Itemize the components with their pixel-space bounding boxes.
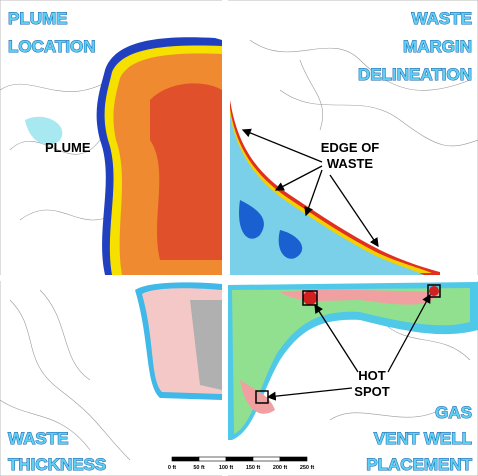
scale-segment xyxy=(171,456,200,462)
map-label: SPOT xyxy=(354,384,389,399)
panel-title: THICKNESS xyxy=(8,455,106,474)
panel-title: WASTE xyxy=(8,429,68,448)
panel-title: VENT WELL xyxy=(374,429,472,448)
map-label: HOT xyxy=(358,368,386,383)
scale-label: 50 ft xyxy=(193,465,204,471)
thickness-area xyxy=(135,282,222,400)
scale-label: 100 ft xyxy=(219,465,234,471)
plume-area xyxy=(25,37,222,275)
map-label: WASTE xyxy=(327,156,374,171)
scale-label: 200 ft xyxy=(273,465,288,471)
divider xyxy=(222,0,228,476)
scale-label: 150 ft xyxy=(246,465,261,471)
arrows xyxy=(241,128,431,401)
panel-title: WASTE xyxy=(412,9,472,28)
scale-label: 250 ft xyxy=(300,465,315,471)
scale-segment xyxy=(225,456,254,462)
panel-title: PLUME xyxy=(8,9,68,28)
scale-segment xyxy=(279,456,308,462)
divider xyxy=(0,275,478,281)
scale-segment xyxy=(198,456,227,462)
scale-segment xyxy=(252,456,281,462)
map-label: PLUME xyxy=(45,140,91,155)
panel-title: PLACEMENT xyxy=(366,455,472,474)
waste-area xyxy=(230,100,440,275)
scale-label: 0 ft xyxy=(168,465,176,471)
panel-title: DELINEATION xyxy=(358,65,472,84)
panel-title: MARGIN xyxy=(403,37,472,56)
contours xyxy=(0,39,478,461)
scale-bar: 0 ft 50 ft 100 ft 150 ft 200 ft 250 ft xyxy=(168,456,315,471)
panel-title: GAS xyxy=(435,403,472,422)
panel-title: LOCATION xyxy=(8,37,96,56)
map-label: EDGE OF xyxy=(321,140,380,155)
